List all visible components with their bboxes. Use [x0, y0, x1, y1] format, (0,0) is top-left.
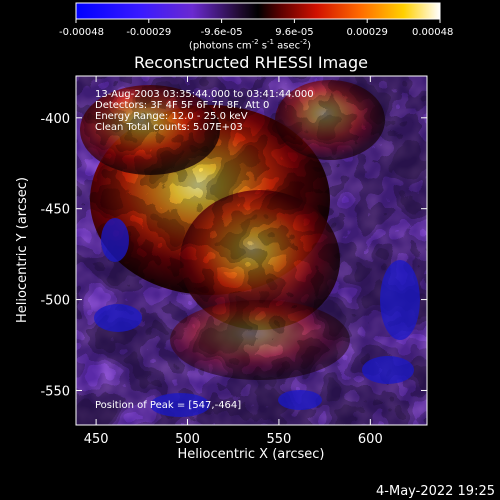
colorbar-tick-label: -9.6e-05 [201, 27, 243, 38]
y-axis: -400 -450 -500 -550 [40, 112, 427, 399]
x-tick-label: 550 [267, 432, 292, 447]
colorbar-units-suffix: ) [307, 40, 312, 52]
chart-title: Reconstructed RHESSI Image [134, 53, 368, 72]
footer-timestamp: 4-May-2022 19:25 [376, 484, 495, 499]
colorbar-units-sup3: -2 [300, 38, 308, 46]
peak-position-label: Position of Peak = [547,-464] [95, 400, 241, 411]
y-tick-label: -550 [40, 384, 70, 399]
colorbar-tick-label: 0.00048 [412, 27, 453, 38]
y-tick-label: -500 [40, 294, 70, 309]
x-tick-label: 600 [358, 432, 383, 447]
colorbar-units: (photons cm-2 s-1 asec-2) [0, 38, 500, 51]
annotation-time: 13-Aug-2003 03:35:44.000 to 03:41:44.000 [95, 89, 314, 100]
y-tick-label: -450 [40, 203, 70, 218]
colorbar-tick-label: 0.00029 [347, 27, 388, 38]
colorbar-ticks: -0.00048 -0.00029 -9.6e-05 9.6e-05 0.00029 0.… [59, 19, 453, 38]
colorbar-units-prefix: (photons cm [188, 40, 252, 52]
colorbar: -0.00048 -0.00029 -9.6e-05 9.6e-05 0.00029 0.… [59, 2, 453, 38]
colorbar-tick-label: -0.00029 [126, 27, 171, 38]
colorbar-units-sup1: -2 [251, 38, 259, 46]
y-tick-label: -400 [40, 112, 70, 127]
heatmap-image [76, 76, 427, 425]
colorbar-tick-label: 9.6e-05 [275, 27, 313, 38]
annotation-energy: Energy Range: 12.0 - 25.0 keV [95, 111, 248, 122]
y-axis-label: Heliocentric Y (arcsec) [15, 177, 30, 323]
annotation-clean: Clean Total counts: 5.07E+03 [95, 122, 243, 133]
colorbar-units-sup2: -1 [267, 38, 274, 46]
x-tick-label: 500 [175, 432, 200, 447]
x-tick-label: 450 [84, 432, 109, 447]
x-axis-label: Heliocentric X (arcsec) [178, 447, 325, 462]
colorbar-tick-label: -0.00048 [59, 27, 104, 38]
colorbar-units-mid1: s [258, 40, 268, 52]
colorbar-units-mid2: asec [274, 40, 301, 52]
colorbar-gradient [75, 2, 441, 20]
plot-frame [75, 75, 428, 426]
x-axis: 450 500 550 600 [84, 76, 383, 447]
info-annotations: 13-Aug-2003 03:35:44.000 to 03:41:44.000… [95, 89, 314, 411]
annotation-detectors: Detectors: 3F 4F 5F 6F 7F 8F, Att 0 [95, 100, 269, 111]
